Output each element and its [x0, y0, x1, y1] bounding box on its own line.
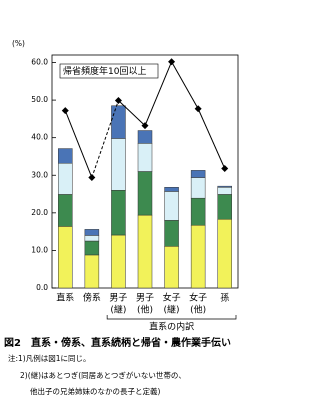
line-marker	[88, 174, 96, 182]
bar-segment	[58, 226, 73, 289]
bar-segment	[58, 162, 73, 195]
bar-segment	[84, 229, 100, 236]
y-tick-label: 40.0	[31, 133, 48, 142]
bar-segment	[217, 187, 232, 195]
bar-segment	[190, 177, 206, 199]
bar-segment	[84, 254, 100, 289]
chart: (%) 図2 直系・傍系、直系続柄と帰省・農作業手伝い 注:1)凡例は図1に同じ…	[4, 39, 239, 396]
x-tick-sublabel: (他)	[190, 304, 206, 316]
line-segment	[144, 61, 173, 126]
group-label: 直系の内訳	[149, 321, 194, 333]
bar-segment	[137, 130, 153, 144]
line-segment	[197, 108, 226, 169]
bar-segment	[111, 105, 126, 139]
annotation-box	[59, 63, 159, 79]
line-segment	[91, 100, 119, 178]
x-tick-label: 男子	[109, 293, 127, 304]
note: 他出子の兄弟姉妹のなかの長子と定義)	[30, 386, 160, 396]
x-tick-sublabel: (他)	[137, 304, 153, 316]
bar-segment	[190, 224, 206, 289]
x-tick-label: 女子	[189, 292, 207, 304]
x-tick-sublabel: (継)	[110, 304, 126, 316]
bar-segment	[111, 234, 126, 289]
bar-segment	[58, 194, 73, 227]
bar-segment	[164, 187, 179, 192]
bar-segment	[111, 190, 126, 236]
note: 注:1)凡例は図1に同じ。	[8, 353, 91, 363]
caption: 図2 直系・傍系、直系続柄と帰省・農作業手伝い	[4, 336, 231, 349]
bar-segment	[137, 143, 153, 172]
bar-segment	[190, 170, 206, 178]
bar-segment	[164, 220, 179, 247]
y-tick-label: 0.0	[36, 283, 48, 292]
y-tick-label: 30.0	[31, 170, 48, 179]
bar-segment	[190, 197, 206, 226]
bar-segment	[111, 138, 126, 191]
y-tick-label: 60.0	[31, 58, 48, 67]
bar-segment	[84, 240, 100, 256]
bar-segment	[164, 191, 179, 221]
x-tick-label: 傍系	[83, 292, 101, 304]
bar-segment	[137, 171, 153, 216]
line-marker	[141, 122, 149, 130]
x-tick-sublabel: (継)	[164, 304, 180, 316]
bar-segment	[217, 194, 232, 220]
bar-segment	[164, 246, 179, 289]
bar-segment	[217, 218, 232, 289]
line-label: 帰省頻度年10回以上	[63, 65, 146, 77]
x-tick-label: 孫	[220, 292, 229, 304]
x-tick-label: 女子	[163, 292, 181, 304]
line-segment	[118, 100, 146, 127]
bar-segment	[137, 214, 153, 289]
group-bracket	[106, 315, 237, 320]
note: 2)(継)はあとつぎ(同居あとつぎがいない世帯の、	[20, 370, 186, 380]
y-tick-label: 20.0	[31, 208, 48, 217]
bar-segment	[217, 185, 232, 188]
bar-segment	[58, 148, 73, 164]
x-tick-label: 直系	[56, 292, 74, 304]
line-marker	[194, 105, 202, 113]
x-tick-label: 男子	[136, 293, 154, 304]
y-tick-label: 10.0	[31, 245, 48, 254]
y-tick-label: 50.0	[31, 95, 48, 104]
bar-segment	[84, 235, 100, 242]
y-axis-label: (%)	[12, 39, 25, 48]
line-segment	[171, 61, 199, 109]
line-marker	[61, 107, 69, 115]
line-marker	[114, 96, 122, 104]
line-marker	[221, 164, 229, 172]
line-marker	[168, 58, 176, 66]
line-segment	[64, 110, 93, 178]
